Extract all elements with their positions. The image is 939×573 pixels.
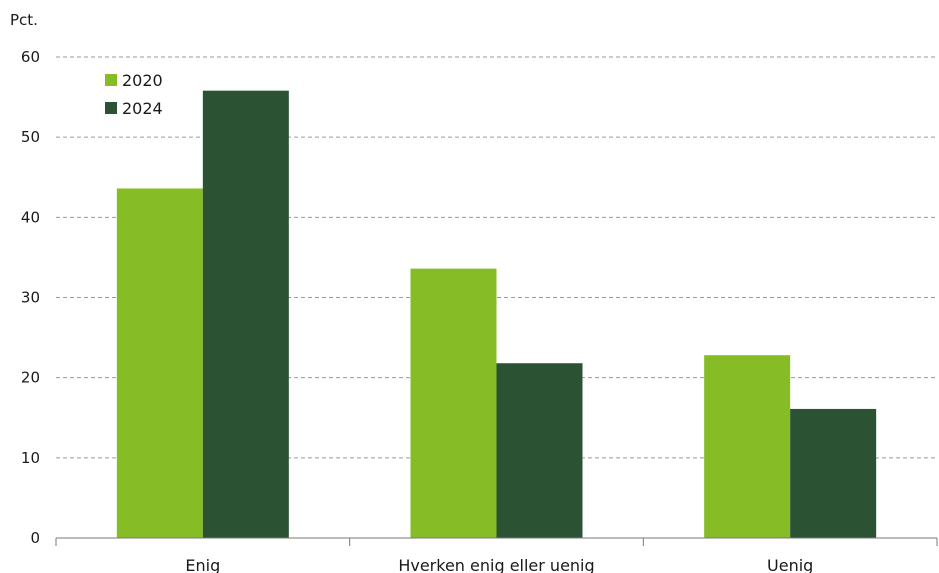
bar-2020-1: [410, 268, 497, 538]
y-tick-label: 20: [21, 369, 40, 387]
x-axis: [55, 537, 938, 546]
legend-swatch-2024: [105, 102, 117, 114]
bar-2024-1: [496, 363, 583, 538]
x-axis-categories: Enig Hverken enig eller uenig Uenig: [185, 556, 813, 573]
legend-swatch-2020: [105, 74, 117, 86]
x-category-label: Hverken enig eller uenig: [398, 556, 594, 573]
legend: 2020 2024: [105, 71, 163, 118]
legend-label-2020: 2020: [122, 71, 163, 90]
x-category-label: Uenig: [767, 556, 813, 573]
y-tick-label: 40: [21, 208, 40, 226]
bar-2024-0: [202, 90, 289, 539]
y-tick-label: 30: [21, 289, 40, 307]
x-category-label: Enig: [185, 556, 220, 573]
bar-2020-0: [116, 188, 203, 538]
bars: [116, 90, 877, 539]
y-tick-label: 50: [21, 128, 40, 146]
y-axis-title: Pct.: [10, 11, 38, 29]
bar-2024-2: [790, 408, 877, 538]
bar-2020-2: [704, 355, 791, 538]
y-tick-label: 0: [30, 529, 40, 547]
y-axis-ticks: 0 10 20 30 40 50 60: [21, 48, 40, 547]
y-tick-label: 10: [21, 449, 40, 467]
y-tick-label: 60: [21, 48, 40, 66]
legend-label-2024: 2024: [122, 99, 163, 118]
